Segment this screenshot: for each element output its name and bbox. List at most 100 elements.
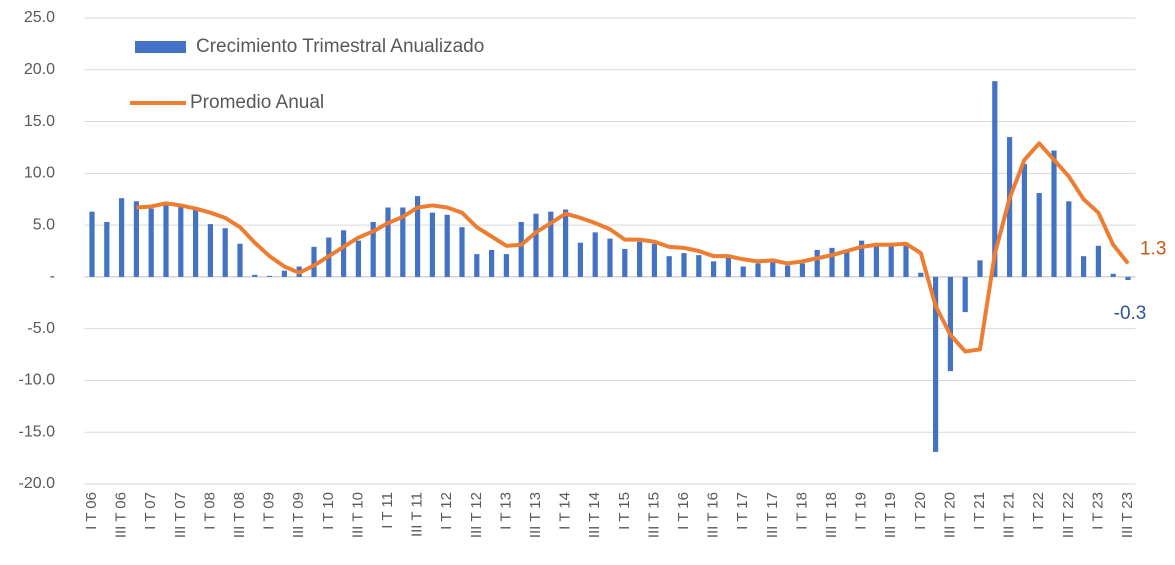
bar [785, 265, 791, 277]
y-tick-label: 25.0 [24, 9, 55, 26]
bar [592, 232, 598, 277]
bar [207, 224, 213, 277]
bar [267, 275, 273, 277]
x-tick-label: III T 07 [172, 492, 189, 538]
y-tick-label: 20.0 [24, 61, 55, 78]
bar [104, 222, 110, 277]
bar [178, 205, 184, 277]
x-tick-label: III T 23 [1119, 492, 1136, 538]
bar [1081, 256, 1087, 277]
bar [222, 228, 228, 277]
bar [474, 254, 480, 277]
x-tick-label: I T 10 [320, 492, 337, 530]
bar [385, 207, 391, 277]
bar [888, 245, 894, 277]
bar [844, 249, 850, 277]
y-tick-label: 10.0 [24, 165, 55, 182]
y-tick-label: -15.0 [19, 423, 56, 440]
bar [1007, 137, 1013, 277]
bar [962, 276, 968, 313]
x-tick-label: I T 07 [142, 492, 159, 530]
x-tick-label: I T 09 [261, 492, 278, 530]
x-tick-label: III T 13 [527, 492, 544, 538]
bar [355, 240, 361, 277]
bar [489, 249, 495, 277]
bar [503, 254, 509, 277]
legend-swatch [135, 41, 186, 53]
bar [133, 201, 139, 277]
x-tick-label: I T 19 [853, 492, 870, 530]
bar [799, 263, 805, 277]
bar [829, 247, 835, 277]
data-label: 1.3 [1140, 238, 1166, 259]
x-tick-label: III T 17 [764, 492, 781, 538]
x-tick-label: I T 21 [971, 492, 988, 530]
x-tick-label: III T 14 [586, 492, 603, 538]
x-tick-label: III T 21 [1001, 492, 1018, 538]
bar [252, 274, 258, 277]
bar [459, 227, 465, 277]
x-tick-label: III T 20 [941, 492, 958, 538]
bar [163, 204, 169, 277]
bar [1095, 245, 1101, 277]
x-tick-label: I T 08 [201, 492, 218, 530]
x-tick-label: I T 23 [1089, 492, 1106, 530]
bar [1021, 164, 1027, 277]
bar [119, 198, 125, 277]
x-tick-label: III T 10 [349, 492, 366, 538]
bar [859, 240, 865, 277]
y-tick-label: -5.0 [27, 320, 55, 337]
x-tick-label: I T 12 [438, 492, 455, 530]
bar [977, 260, 983, 277]
bar [89, 211, 95, 277]
x-tick-label: III T 19 [882, 492, 899, 538]
bar [873, 245, 879, 277]
x-tick-label: III T 08 [231, 492, 248, 538]
bar [281, 270, 287, 277]
bar [518, 222, 524, 277]
bar [903, 244, 909, 277]
bar [444, 214, 450, 277]
bar [1051, 150, 1057, 277]
x-tick-label: III T 12 [468, 492, 485, 538]
legend-label: Crecimiento Trimestral Anualizado [196, 36, 484, 57]
bar [755, 263, 761, 277]
x-tick-label: I T 15 [616, 492, 633, 530]
data-label: -0.3 [1114, 303, 1147, 324]
bar [1125, 276, 1131, 280]
bar [918, 272, 924, 277]
bar [193, 209, 199, 277]
x-tick-label: III T 15 [645, 492, 662, 538]
x-tick-label: I T 20 [912, 492, 929, 530]
bar [947, 276, 953, 372]
bar [622, 248, 628, 277]
bar [311, 246, 317, 277]
y-tick-label: 15.0 [24, 113, 55, 130]
bar [637, 241, 643, 277]
bar [370, 222, 376, 277]
y-tick-label: - [50, 268, 55, 285]
x-tick-label: III T 06 [113, 492, 130, 538]
bar [341, 230, 347, 277]
bar [681, 253, 687, 277]
x-tick-label: I T 16 [675, 492, 692, 530]
bar [740, 266, 746, 277]
bar [770, 262, 776, 277]
y-tick-label: -20.0 [19, 475, 56, 492]
x-tick-label: III T 18 [823, 492, 840, 538]
bar [666, 256, 672, 277]
x-tick-label: I T 18 [793, 492, 810, 530]
legend-label: Promedio Anual [190, 92, 324, 113]
bar [563, 209, 569, 277]
bar [400, 207, 406, 277]
bar [533, 213, 539, 277]
y-tick-label: 5.0 [33, 216, 55, 233]
bar [1110, 273, 1116, 277]
bar [1036, 193, 1042, 277]
bar [577, 242, 583, 277]
bar [415, 196, 421, 277]
line [136, 141, 1130, 354]
bar [711, 261, 717, 277]
x-tick-label: III T 11 [409, 492, 426, 537]
